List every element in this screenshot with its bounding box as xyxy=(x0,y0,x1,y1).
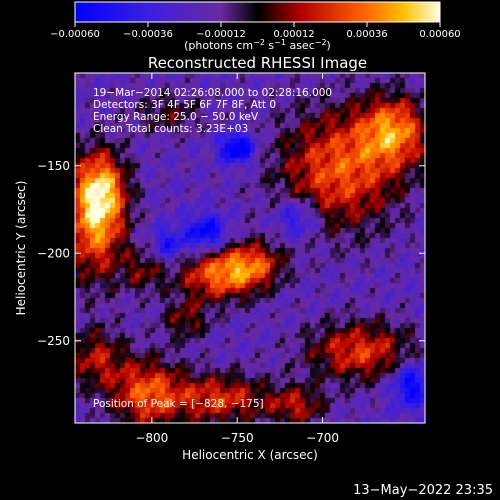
y-axis-label: Heliocentric Y (arcsec) xyxy=(14,181,28,316)
colorbar-tick-label: 0.00060 xyxy=(419,29,460,40)
x-tick-label: −800 xyxy=(135,431,168,445)
colorbar-tick-label: −0.00012 xyxy=(196,29,246,40)
x-axis-label: Heliocentric X (arcsec) xyxy=(182,448,318,462)
y-tick-label: −150 xyxy=(37,159,70,173)
x-tick-label: −750 xyxy=(221,431,254,445)
heatmap-canvas xyxy=(75,73,425,423)
chart-title: Reconstructed RHESSI Image xyxy=(148,54,367,72)
plot-frame xyxy=(74,72,426,424)
annotation-detectors: Detectors: 3F 4F 5F 6F 7F 8F, Att 0 xyxy=(93,99,276,111)
annotation-energy: Energy Range: 25.0 − 50.0 keV xyxy=(93,111,259,123)
colorbar: −0.00060 −0.00036 −0.00012 0.00012 0.00036 0.… xyxy=(50,1,461,52)
image-area xyxy=(74,72,426,424)
colorbar-tick-label: 0.00036 xyxy=(346,29,387,40)
x-tick-label: −700 xyxy=(306,431,339,445)
annotation-time-range: 19−Mar−2014 02:26:08.000 to 02:28:16.000 xyxy=(93,87,332,99)
colorbar-tick-label: 0.00012 xyxy=(273,29,314,40)
y-tick-label: −250 xyxy=(37,334,70,348)
y-tick-label: −200 xyxy=(37,246,70,260)
colorbar-tick-label: −0.00036 xyxy=(123,29,173,40)
colorbar-ticks: −0.00060 −0.00036 −0.00012 0.00012 0.00036 0.… xyxy=(50,22,461,40)
x-axis: −800 −750 −700 xyxy=(135,73,339,445)
colorbar-unit: (photons cm−2 s−1 asec−2) xyxy=(184,38,331,52)
annotation-block: 19−Mar−2014 02:26:08.000 to 02:28:16.000… xyxy=(93,87,332,135)
colorbar-tick-label: −0.00060 xyxy=(50,29,100,40)
annotation-counts: Clean Total counts: 3.23E+03 xyxy=(93,123,248,135)
timestamp: 13−May−2022 23:35 xyxy=(353,483,493,498)
peak-position-label: Position of Peak = [−828, −175] xyxy=(93,398,264,410)
colorbar-gradient xyxy=(74,1,441,23)
y-axis: −150 −200 −250 xyxy=(37,159,425,348)
